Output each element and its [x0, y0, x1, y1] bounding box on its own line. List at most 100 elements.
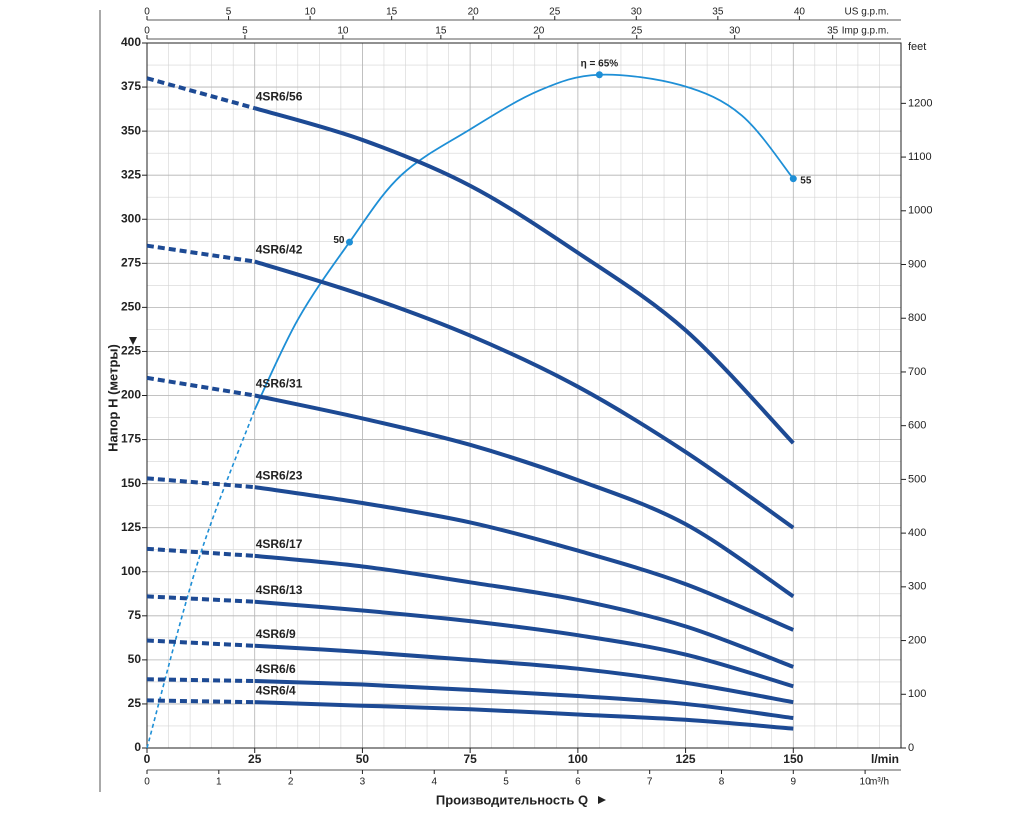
series-label: 4SR6/9: [256, 627, 296, 641]
pump-curve: [254, 553, 794, 669]
y-axis-title: Напор H (метры): [105, 344, 120, 452]
pump-curve-dashed: [146, 546, 255, 558]
pump-curve-dashed: [146, 677, 255, 684]
pump-curve-dashed: [146, 594, 255, 604]
extra-axis-tick-label: 35: [712, 7, 724, 18]
pump-curve: [254, 700, 794, 731]
y-tick-label: 350: [121, 123, 141, 137]
extra-axis-tick-label: 2: [288, 777, 294, 788]
y2-tick-label: 200: [908, 634, 926, 646]
y-tick-label: 75: [128, 608, 142, 622]
y-tick-label: 125: [121, 520, 141, 534]
extra-axis-tick-label: 15: [386, 7, 398, 18]
y-tick-label: 100: [121, 564, 141, 578]
x-unit: l/min: [871, 752, 899, 766]
annotation-label: η = 65%: [581, 58, 619, 69]
pump-curve: [254, 599, 794, 689]
x-arrow: [598, 796, 606, 804]
pump-curve-dashed: [146, 638, 255, 648]
y2-tick-label: 900: [908, 258, 926, 270]
extra-axis-tick-label: 0: [144, 26, 150, 37]
pump-curve: [254, 259, 795, 530]
pump-curve: [254, 485, 795, 632]
annotation-point: [595, 71, 603, 79]
x-tick-label: 0: [144, 752, 151, 766]
pump-curve-dashed: [146, 375, 256, 398]
extra-axis-tick-label: 20: [533, 26, 545, 37]
extra-axis-tick-label: 3: [360, 777, 366, 788]
y-arrow: [129, 337, 137, 345]
y2-tick-label: 1200: [908, 97, 932, 109]
y2-tick-label: 800: [908, 312, 926, 324]
extra-axis-tick-label: 1: [216, 777, 222, 788]
extra-axis-tick-label: 35: [827, 26, 839, 37]
annotation-point: [346, 238, 354, 246]
annotation-point: [789, 175, 797, 183]
x-tick-label: 100: [568, 752, 588, 766]
y2-tick-label: 1100: [908, 151, 932, 163]
extra-axis-tick-label: 10: [305, 7, 317, 18]
y2-tick-label: 300: [908, 581, 926, 593]
extra-axis-tick-label: 25: [631, 26, 643, 37]
pump-curve-dashed: [146, 476, 255, 490]
y2-tick-label: 100: [908, 688, 926, 700]
series-label: 4SR6/56: [256, 89, 303, 103]
y-tick-label: 50: [128, 652, 142, 666]
y-tick-label: 225: [121, 344, 141, 358]
series-label: 4SR6/42: [256, 243, 303, 257]
y2-tick-label: 0: [908, 742, 914, 754]
x-tick-label: 25: [248, 752, 262, 766]
pump-curve: [254, 679, 794, 721]
series-label: 4SR6/17: [256, 537, 303, 551]
pump-curve: [254, 643, 794, 705]
extra-axis-tick-label: 0: [144, 7, 150, 18]
y-tick-label: 0: [134, 740, 141, 754]
pump-curve-dashed: [146, 76, 256, 111]
arrows: [129, 337, 606, 804]
y-tick-label: 300: [121, 211, 141, 225]
pump-curve: [254, 393, 795, 599]
extra-axis-tick-label: 40: [794, 7, 806, 18]
y2-tick-label: 600: [908, 420, 926, 432]
pump-curve: [254, 106, 795, 445]
series-label: 4SR6/4: [256, 683, 296, 697]
y-tick-label: 400: [121, 35, 141, 49]
y-tick-label: 250: [121, 300, 141, 314]
x-tick-label: 75: [463, 752, 477, 766]
pump-curve-dashed: [146, 698, 255, 705]
y-tick-label: 200: [121, 388, 141, 402]
plot-frame: [146, 42, 902, 749]
series-label: 4SR6/13: [256, 583, 303, 597]
extra-axis-tick-label: 10: [337, 26, 349, 37]
y-tick-label: 175: [121, 432, 141, 446]
efficiency-curve-dashed: [146, 409, 256, 749]
y-tick-label: 275: [121, 255, 141, 269]
extra-axis-title: Imp g.p.m.: [842, 26, 889, 37]
series-label: 4SR6/6: [256, 662, 296, 676]
extra-axis-tick-label: 5: [226, 7, 232, 18]
y2-tick-label: 400: [908, 527, 926, 539]
extra-axis-title: US g.p.m.: [845, 7, 889, 18]
extra-axis-tick-label: 6: [575, 777, 581, 788]
extra-axis-tick-label: 20: [468, 7, 480, 18]
efficiency-curve: [253, 73, 794, 410]
y2-tick-label: 1000: [908, 205, 932, 217]
extra-axis-tick-label: 4: [431, 777, 437, 788]
y-tick-label: 325: [121, 167, 141, 181]
y2-tick-label: 700: [908, 366, 926, 378]
x-axis-title: Производительность Q: [436, 792, 588, 807]
extra-axis-title: m³/h: [869, 777, 889, 788]
extra-axis-tick-label: 10: [860, 777, 872, 788]
y-tick-label: 25: [128, 696, 142, 710]
extra-axis-tick-label: 15: [435, 26, 447, 37]
extra-axis-tick-label: 30: [631, 7, 643, 18]
extra-axis-tick-label: 5: [503, 777, 509, 788]
y2-axis-title: feet: [908, 41, 926, 53]
pump-curve-dashed: [146, 243, 256, 264]
annotation-label: 50: [333, 235, 345, 246]
series-label: 4SR6/31: [256, 377, 303, 391]
extra-axis-tick-label: 7: [647, 777, 653, 788]
y2-tick-label: 500: [908, 473, 926, 485]
y-tick-label: 150: [121, 476, 141, 490]
x-tick-label: 125: [676, 752, 696, 766]
